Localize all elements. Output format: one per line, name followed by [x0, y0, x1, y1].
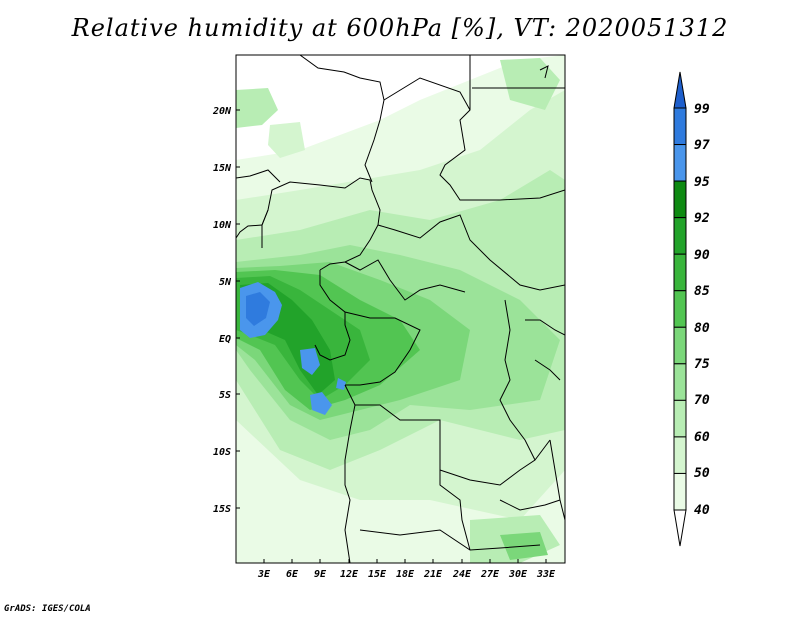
lon-label: 15E [368, 569, 387, 580]
lat-label: 5N [219, 277, 232, 288]
lat-label: 10N [213, 220, 232, 231]
lon-label: 30E [508, 569, 528, 580]
longitude-axis: 3E 6E 9E 12E 15E 18E 21E 24E 27E 30E 33E [257, 559, 556, 580]
grads-credit: GrADS: IGES/COLA [4, 604, 91, 614]
colorbar-swatch [673, 180, 687, 219]
colorbar-swatch [673, 144, 687, 182]
colorbar: 99 97 95 92 90 85 80 75 70 60 50 40 [673, 71, 710, 547]
colorbar-label: 95 [694, 175, 710, 190]
colorbar-label: 70 [694, 393, 710, 408]
lon-label: 9E [314, 569, 327, 580]
colorbar-swatch [673, 363, 687, 401]
colorbar-swatch [673, 472, 687, 511]
lat-label: 20N [212, 106, 232, 117]
lon-label: 27E [480, 569, 500, 580]
colorbar-swatch [673, 436, 687, 474]
map-frame [235, 54, 566, 564]
colorbar-label: 90 [694, 248, 710, 263]
colorbar-label: 60 [694, 430, 710, 445]
colorbar-bottom-arrow [673, 509, 687, 547]
lat-label: 10S [213, 447, 231, 458]
map-title: Relative humidity at 600hPa [%], VT: 202… [71, 14, 729, 42]
colorbar-swatch [673, 107, 687, 146]
colorbar-swatch [673, 290, 687, 328]
colorbar-swatch [673, 217, 687, 255]
lon-label: 18E [396, 569, 415, 580]
lat-label: 15S [213, 504, 231, 515]
lon-label: 12E [340, 569, 359, 580]
colorbar-label: 50 [694, 466, 710, 481]
colorbar-label: 92 [694, 211, 710, 226]
colorbar-label: 40 [694, 503, 710, 518]
lat-label: 15N [213, 163, 232, 174]
colorbar-label: 85 [694, 284, 710, 299]
humidity-field [236, 55, 565, 563]
colorbar-label: 99 [694, 102, 710, 117]
lat-label: EQ [219, 334, 231, 345]
lon-label: 21E [423, 569, 443, 580]
colorbar-swatch [673, 399, 687, 438]
colorbar-swatch [673, 253, 687, 292]
colorbar-label: 97 [694, 138, 710, 153]
lon-label: 24E [452, 569, 472, 580]
colorbar-top-arrow [673, 71, 687, 109]
colorbar-swatch [673, 326, 687, 365]
lon-label: 6E [286, 569, 299, 580]
colorbar-label: 80 [694, 321, 710, 336]
lon-label: 33E [536, 569, 556, 580]
lat-label: 5S [219, 390, 231, 401]
country-boundaries [236, 55, 565, 563]
colorbar-label: 75 [694, 357, 710, 372]
lon-label: 3E [257, 569, 271, 580]
latitude-axis: 20N 15N 10N 5N EQ 5S 10S 15S [212, 106, 240, 515]
